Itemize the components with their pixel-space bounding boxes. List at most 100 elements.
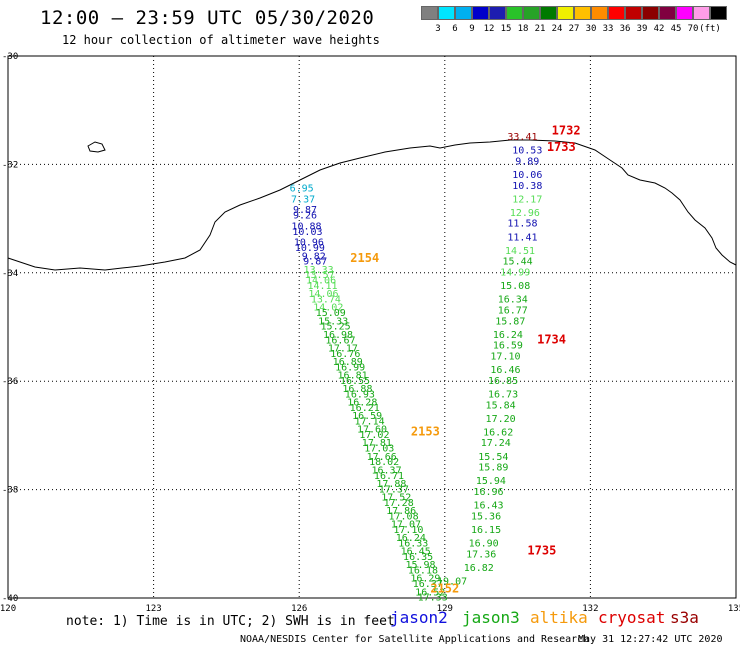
scale-label: 6: [452, 24, 458, 34]
swh-label: 15.08: [500, 281, 530, 292]
legend-cryosat: cryosat: [598, 608, 666, 627]
scale-label: 3: [435, 24, 441, 34]
footer-note: note: 1) Time is in UTC; 2) SWH is in fe…: [66, 614, 395, 629]
scale-label: 45: [670, 24, 682, 34]
swh-label: 16.89: [333, 357, 363, 368]
y-tick-label: -34: [2, 269, 18, 279]
swh-label: 16.35: [403, 552, 433, 563]
y-tick-label: -36: [2, 377, 18, 387]
scale-swatch: [540, 6, 557, 20]
swh-label: 14.02: [313, 303, 343, 314]
swh-label: 15.98: [405, 560, 435, 571]
scale-label: 27: [568, 24, 580, 34]
swh-label: 10.96: [294, 238, 324, 249]
x-tick-label: 135: [728, 604, 740, 614]
swh-label: 14.06: [306, 276, 336, 287]
time-label: 1735: [527, 544, 556, 558]
swh-label: 9.87: [293, 205, 317, 216]
swh-label: 17.14: [355, 417, 385, 428]
swh-label: 10.88: [291, 221, 321, 232]
time-label: 1733: [547, 140, 576, 154]
scale-swatch: [642, 6, 659, 20]
scale-swatch: [489, 6, 506, 20]
scale-swatch: [693, 6, 710, 20]
swh-label: 9.87: [303, 257, 327, 268]
swh-label: 16.15: [471, 525, 501, 536]
swh-label: 17.24: [481, 438, 511, 449]
legend-jason3: jason3: [462, 608, 520, 627]
axis-labels: 120 123 126 129 132 135 -30 -32 -34 -36 -38 -40: [0, 52, 740, 614]
swh-label: 15.54: [478, 452, 508, 463]
swh-label: 16.55: [340, 376, 370, 387]
y-tick-label: -38: [2, 486, 18, 496]
scale-label: 18: [517, 24, 529, 34]
swh-label: 16.67: [325, 335, 355, 346]
swh-label: 17.33: [418, 593, 448, 604]
swh-label: 14.99: [500, 268, 530, 279]
time-label: 1734: [537, 332, 566, 346]
swh-label: 16.28: [347, 398, 377, 409]
swh-label: 16.71: [374, 471, 404, 482]
swh-label: 16.85: [488, 376, 518, 387]
scale-swatch: [421, 6, 438, 20]
swh-label: 15.84: [486, 400, 516, 411]
swh-label: 13.33: [304, 265, 334, 276]
swh-label: 11.41: [507, 232, 537, 243]
grid-lines: [8, 56, 736, 598]
swh-label: 16.93: [345, 389, 375, 400]
time-label: 2152: [430, 582, 459, 596]
scale-label: 70: [687, 24, 699, 34]
scale-label: 9: [469, 24, 475, 34]
scale-label: 36: [619, 24, 631, 34]
scale-label: 12: [483, 24, 495, 34]
swh-label: 16.82: [464, 563, 494, 574]
swh-label: 16.21: [350, 403, 380, 414]
scale-label: 21: [534, 24, 546, 34]
swh-label: 16.43: [473, 501, 503, 512]
swh-label: 17.20: [486, 414, 516, 425]
swh-label: 7.37: [291, 194, 315, 205]
swh-label: 15.33: [318, 316, 348, 327]
swh-label: 16.99: [335, 362, 365, 373]
swh-label: 16.37: [413, 579, 443, 590]
swh-label: 17.36: [466, 549, 496, 560]
swh-label: 17.81: [362, 438, 392, 449]
swh-label: 10.03: [292, 227, 322, 238]
swh-label: 17.07: [391, 520, 421, 531]
swh-label: 14.06: [308, 289, 338, 300]
x-tick-label: 126: [291, 604, 307, 614]
scale-swatch: [676, 6, 693, 20]
map-frame: [7, 55, 737, 599]
swh-label: 17.52: [381, 492, 411, 503]
scale-swatch: [659, 6, 676, 20]
swh-label: 17.08: [388, 511, 418, 522]
scale-swatch: [506, 6, 523, 20]
swh-label: 16.73: [488, 389, 518, 400]
swh-label: 11.58: [507, 219, 537, 230]
swh-label: 16.59: [493, 341, 523, 352]
scale-swatch: [574, 6, 591, 20]
scale-swatch: [608, 6, 625, 20]
swh-label: 15.87: [495, 316, 525, 327]
swh-label: 17.66: [367, 452, 397, 463]
scale-swatch: [472, 6, 489, 20]
legend-jason2: jason2: [390, 608, 448, 627]
scale-label: 39: [636, 24, 648, 34]
swh-label: 33.41: [507, 132, 537, 143]
swh-labels: 6.957.379.879.2610.8810.0310.9610.999.82…: [290, 132, 543, 604]
swh-label: 16.29: [410, 574, 440, 585]
swh-label: 19.07: [437, 576, 467, 587]
swh-label: 16.24: [493, 330, 523, 341]
swh-label: 10.53: [512, 146, 542, 157]
time-label: 2154: [350, 251, 379, 265]
swh-label: 13.74: [311, 295, 341, 306]
australia-coastline: [7, 139, 737, 271]
swh-label: 16.45: [401, 547, 431, 558]
swh-label: 17.10: [393, 525, 423, 536]
island-shape: [87, 141, 106, 153]
swh-label: 18.02: [369, 457, 399, 468]
time-label: 2153: [411, 424, 440, 438]
scale-label: (ft): [699, 24, 721, 34]
swh-label: 10.06: [512, 170, 542, 181]
